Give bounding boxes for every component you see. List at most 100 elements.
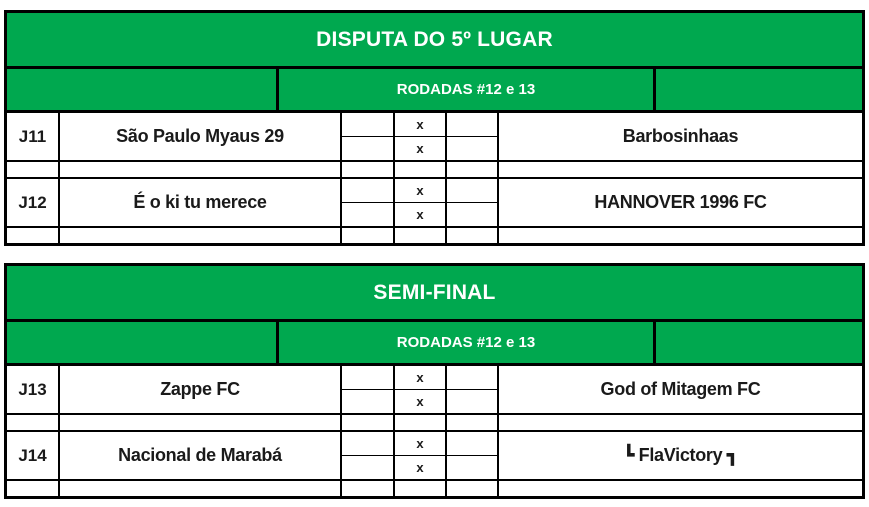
spacer-row <box>7 415 862 432</box>
header-empty-left-cell[interactable] <box>7 69 279 110</box>
x-mark-leg2-cell[interactable]: x <box>395 203 445 226</box>
x-mark-leg2-cell[interactable]: x <box>395 390 445 413</box>
away-team-cell[interactable]: God of Mitagem FC <box>499 366 862 413</box>
away-team-cell[interactable]: Barbosinhaas <box>499 113 862 160</box>
away-score-column <box>447 179 499 226</box>
rounds-label: RODADAS #12 e 13 <box>396 334 536 351</box>
away-score-leg2-cell[interactable] <box>447 390 497 413</box>
semifinal-table: SEMI-FINAL RODADAS #12 e 13 J13 Zappe FC <box>4 263 865 499</box>
match-id: J13 <box>18 379 47 399</box>
match-id: J14 <box>18 445 47 465</box>
away-team-name: Barbosinhaas <box>622 126 739 146</box>
away-score-leg2-cell[interactable] <box>447 137 497 160</box>
empty-cell[interactable] <box>342 228 395 243</box>
empty-cell[interactable] <box>342 162 395 177</box>
x-mark: x <box>416 183 424 198</box>
empty-cell[interactable] <box>60 228 342 243</box>
away-score-leg1-cell[interactable] <box>447 366 497 390</box>
match-id-cell[interactable]: J11 <box>7 113 60 160</box>
match-row-j13: J13 Zappe FC x x God o <box>7 366 862 415</box>
home-score-leg1-cell[interactable] <box>342 366 393 390</box>
rounds-header-cell[interactable]: RODADAS #12 e 13 <box>279 322 656 363</box>
empty-cell[interactable] <box>60 481 342 496</box>
home-score-leg2-cell[interactable] <box>342 390 393 413</box>
home-score-column <box>342 366 395 413</box>
home-team-name: Zappe FC <box>160 379 240 399</box>
empty-cell[interactable] <box>395 481 447 496</box>
empty-cell[interactable] <box>342 415 395 430</box>
home-team-cell[interactable]: São Paulo Myaus 29 <box>60 113 342 160</box>
x-mark-leg1-cell[interactable]: x <box>395 113 445 137</box>
x-mark-leg2-cell[interactable]: x <box>395 456 445 479</box>
empty-cell[interactable] <box>499 228 862 243</box>
away-team-name: God of Mitagem FC <box>600 379 761 399</box>
empty-cell[interactable] <box>499 415 862 430</box>
empty-cell[interactable] <box>499 481 862 496</box>
home-score-leg1-cell[interactable] <box>342 113 393 137</box>
empty-cell[interactable] <box>447 228 499 243</box>
x-mark: x <box>416 394 424 409</box>
away-team-cell[interactable]: ┗ FlaVictory ┓ <box>499 432 862 479</box>
away-score-column <box>447 113 499 160</box>
away-team-name: ┗ FlaVictory ┓ <box>623 445 738 465</box>
home-team-name: Nacional de Marabá <box>118 445 282 465</box>
empty-cell[interactable] <box>395 162 447 177</box>
away-score-leg2-cell[interactable] <box>447 456 497 479</box>
empty-cell[interactable] <box>447 415 499 430</box>
x-column: x x <box>395 432 447 479</box>
x-mark-leg1-cell[interactable]: x <box>395 366 445 390</box>
match-id-cell[interactable]: J14 <box>7 432 60 479</box>
table-title-cell[interactable]: SEMI-FINAL <box>7 266 862 322</box>
away-team-cell[interactable]: HANNOVER 1996 FC <box>499 179 862 226</box>
empty-cell[interactable] <box>60 415 342 430</box>
spacer-row <box>7 481 862 496</box>
header-empty-left-cell[interactable] <box>7 322 279 363</box>
header-empty-right-cell[interactable] <box>656 69 862 110</box>
header-empty-right-cell[interactable] <box>656 322 862 363</box>
x-column: x x <box>395 113 447 160</box>
empty-cell[interactable] <box>499 162 862 177</box>
home-team-cell[interactable]: É o ki tu merece <box>60 179 342 226</box>
empty-cell[interactable] <box>7 162 60 177</box>
empty-cell[interactable] <box>7 481 60 496</box>
away-score-leg1-cell[interactable] <box>447 113 497 137</box>
home-score-leg2-cell[interactable] <box>342 456 393 479</box>
x-mark-leg2-cell[interactable]: x <box>395 137 445 160</box>
match-id: J11 <box>18 126 47 146</box>
empty-cell[interactable] <box>395 415 447 430</box>
empty-cell[interactable] <box>7 228 60 243</box>
x-mark: x <box>416 370 424 385</box>
table-title: DISPUTA DO 5º LUGAR <box>316 27 553 51</box>
x-mark-leg1-cell[interactable]: x <box>395 179 445 203</box>
empty-cell[interactable] <box>7 415 60 430</box>
home-score-column <box>342 113 395 160</box>
x-mark: x <box>416 117 424 132</box>
away-score-column <box>447 366 499 413</box>
x-mark: x <box>416 436 424 451</box>
home-score-leg2-cell[interactable] <box>342 203 393 226</box>
x-mark-leg1-cell[interactable]: x <box>395 432 445 456</box>
away-score-leg1-cell[interactable] <box>447 179 497 203</box>
empty-cell[interactable] <box>447 162 499 177</box>
rounds-header-cell[interactable]: RODADAS #12 e 13 <box>279 69 656 110</box>
empty-cell[interactable] <box>60 162 342 177</box>
match-id-cell[interactable]: J12 <box>7 179 60 226</box>
away-team-name: HANNOVER 1996 FC <box>594 192 767 212</box>
match-id-cell[interactable]: J13 <box>7 366 60 413</box>
home-score-leg1-cell[interactable] <box>342 432 393 456</box>
home-team-cell[interactable]: Nacional de Marabá <box>60 432 342 479</box>
table-title: SEMI-FINAL <box>373 280 496 304</box>
home-score-leg1-cell[interactable] <box>342 179 393 203</box>
table-title-cell[interactable]: DISPUTA DO 5º LUGAR <box>7 13 862 69</box>
empty-cell[interactable] <box>395 228 447 243</box>
empty-cell[interactable] <box>447 481 499 496</box>
away-score-column <box>447 432 499 479</box>
empty-cell[interactable] <box>342 481 395 496</box>
away-score-leg1-cell[interactable] <box>447 432 497 456</box>
home-team-name: São Paulo Myaus 29 <box>116 126 284 146</box>
away-score-leg2-cell[interactable] <box>447 203 497 226</box>
home-team-cell[interactable]: Zappe FC <box>60 366 342 413</box>
home-score-leg2-cell[interactable] <box>342 137 393 160</box>
match-id: J12 <box>18 192 47 212</box>
home-team-name: É o ki tu merece <box>133 192 267 212</box>
